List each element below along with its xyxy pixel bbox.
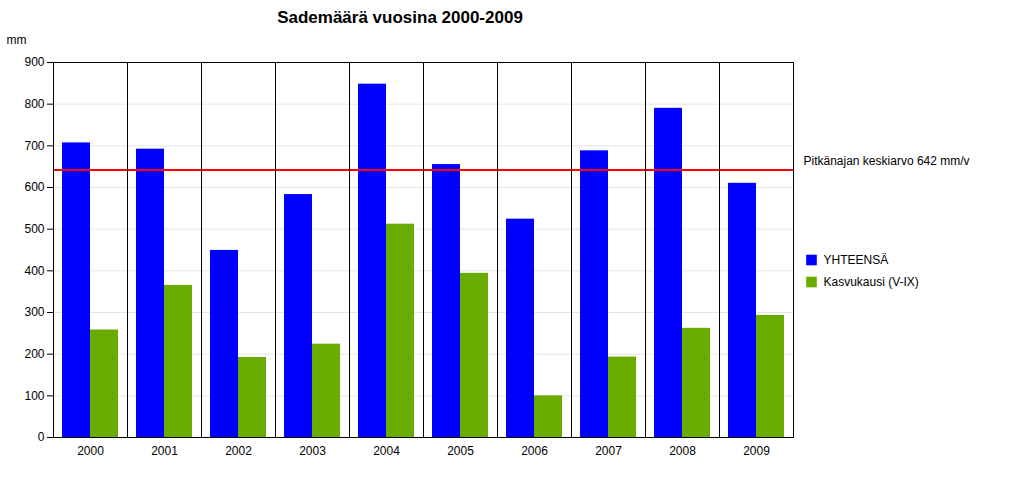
svg-text:2004: 2004 <box>373 444 400 458</box>
svg-text:Pitkänajan keskiarvo 642 mm/v: Pitkänajan keskiarvo 642 mm/v <box>804 154 970 168</box>
svg-text:900: 900 <box>24 55 44 69</box>
svg-text:700: 700 <box>24 139 44 153</box>
svg-text:2001: 2001 <box>151 444 178 458</box>
svg-text:800: 800 <box>24 97 44 111</box>
svg-text:2000: 2000 <box>77 444 104 458</box>
svg-text:200: 200 <box>24 347 44 361</box>
svg-text:2006: 2006 <box>521 444 548 458</box>
svg-text:2007: 2007 <box>595 444 622 458</box>
svg-text:400: 400 <box>24 264 44 278</box>
svg-text:600: 600 <box>24 180 44 194</box>
svg-text:mm: mm <box>7 33 27 47</box>
svg-text:100: 100 <box>24 389 44 403</box>
html-text:Sademäärä vuosina 2000-2009: Sademäärä vuosina 2000-2009 <box>277 8 523 27</box>
svg-text:2005: 2005 <box>447 444 474 458</box>
svg-text:2008: 2008 <box>669 444 696 458</box>
svg-text:500: 500 <box>24 222 44 236</box>
svg-text:2009: 2009 <box>743 444 770 458</box>
svg-text:Kasvukausi (V-IX): Kasvukausi (V-IX) <box>824 275 919 289</box>
svg-text:300: 300 <box>24 305 44 319</box>
svg-text:0: 0 <box>38 430 45 444</box>
svg-text:2002: 2002 <box>225 444 252 458</box>
svg-text:2003: 2003 <box>299 444 326 458</box>
svg-text:YHTEENSÄ: YHTEENSÄ <box>824 253 889 267</box>
